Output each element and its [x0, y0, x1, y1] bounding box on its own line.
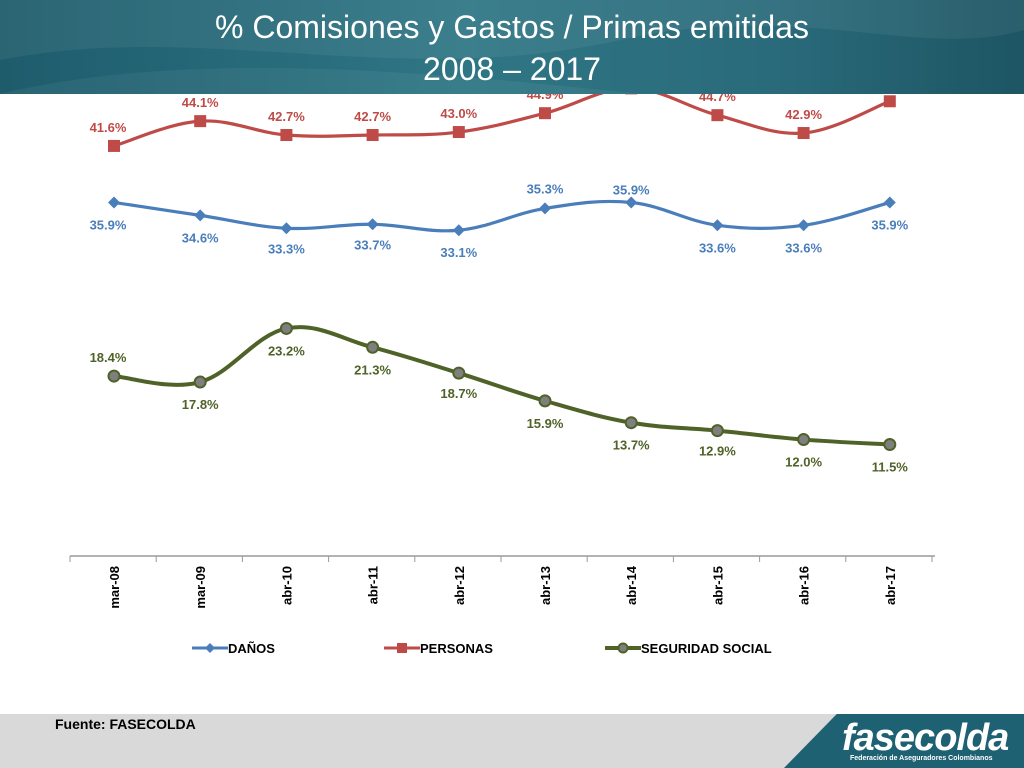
- data-label: 44.7%: [699, 94, 736, 104]
- data-point: [883, 196, 896, 209]
- data-label: 41.6%: [90, 120, 127, 135]
- data-point: [538, 394, 552, 408]
- data-label: 21.3%: [354, 362, 391, 377]
- legend-item-daños: DAÑOS: [192, 641, 275, 656]
- data-point: [711, 219, 724, 232]
- series-line: [112, 94, 892, 148]
- x-tick-label: abr-13: [538, 566, 553, 605]
- data-label: 42.7%: [268, 109, 305, 124]
- data-label: 35.9%: [90, 217, 127, 232]
- data-point: [366, 129, 379, 142]
- data-label: 43.0%: [440, 106, 477, 121]
- legend-label: DAÑOS: [228, 641, 275, 656]
- data-point: [366, 218, 379, 231]
- data-point: [452, 126, 465, 139]
- data-label: 23.2%: [268, 343, 305, 358]
- x-tick-label: abr-15: [710, 566, 725, 605]
- legend-marker: [617, 642, 629, 654]
- data-point: [539, 202, 551, 215]
- data-point: [883, 438, 897, 452]
- data-label: 35.9%: [871, 217, 908, 232]
- data-label: 44.1%: [182, 95, 219, 110]
- x-tick-label: abr-11: [366, 566, 381, 604]
- data-point: [710, 424, 724, 438]
- chart-title-line1: % Comisiones y Gastos / Primas emitidas: [215, 9, 809, 45]
- data-label: 33.7%: [354, 237, 391, 252]
- data-point: [452, 366, 466, 380]
- banner-decoration: [0, 0, 1024, 94]
- data-label: 42.9%: [785, 107, 822, 122]
- data-label: 42.7%: [354, 109, 391, 124]
- x-tick-label: mar-08: [107, 566, 122, 609]
- data-label: 35.3%: [527, 181, 564, 196]
- fasecolda-logo: fasecolda Federación de Aseguradores Col…: [784, 714, 1024, 768]
- data-label: 33.6%: [785, 240, 822, 255]
- data-point: [108, 196, 120, 209]
- data-point: [539, 107, 551, 120]
- data-label: 35.9%: [613, 182, 650, 197]
- data-label: 13.7%: [613, 438, 650, 453]
- legend-marker: [205, 643, 215, 653]
- data-point: [797, 433, 811, 447]
- data-label: 15.9%: [527, 416, 564, 431]
- data-point: [280, 129, 293, 142]
- legend-label: PERSONAS: [420, 641, 493, 656]
- title-banner: % Comisiones y Gastos / Primas emitidas …: [0, 0, 1024, 94]
- data-label: 12.9%: [699, 444, 736, 459]
- data-point: [193, 375, 207, 389]
- legend-marker: [397, 643, 407, 653]
- data-label: 18.7%: [440, 386, 477, 401]
- logo-subtitle: Federación de Aseguradores Colombianos: [850, 755, 993, 762]
- series-daños: 35.9% 34.6% 33.3% 33.7% 33.1% 35.3% 35.9% 33.6%…: [90, 181, 909, 260]
- x-tick-label: abr-16: [797, 566, 812, 605]
- data-point: [194, 115, 207, 128]
- data-point: [883, 95, 896, 108]
- series-line: [112, 199, 892, 233]
- data-point: [711, 109, 724, 122]
- legend-label: SEGURIDAD SOCIAL: [641, 641, 772, 656]
- data-point: [797, 219, 810, 232]
- data-label: 18.4%: [90, 350, 127, 365]
- data-label: 34.6%: [182, 230, 219, 245]
- line-chart: mar-08 mar-09 abr-10 abr-11 abr-12 abr-13 abr-…: [69, 94, 935, 656]
- data-point: [366, 340, 380, 354]
- x-tick-label: mar-09: [193, 566, 208, 609]
- legend-item-seguridad-social: SEGURIDAD SOCIAL: [605, 641, 772, 656]
- data-point: [452, 224, 465, 237]
- data-point: [107, 369, 121, 383]
- data-point: [280, 222, 293, 235]
- logo-wordmark: fasecolda: [842, 717, 1009, 759]
- series-seguridad-social: 18.4% 17.8% 23.2% 21.3% 18.7% 15.9% 13.7% 12.9%…: [90, 321, 909, 475]
- data-point: [625, 196, 638, 209]
- x-tick-label: abr-14: [624, 565, 639, 605]
- data-label: 33.6%: [699, 240, 736, 255]
- data-point: [279, 321, 293, 335]
- data-label: 11.5%: [872, 460, 909, 475]
- data-point: [108, 139, 120, 152]
- legend-item-personas: PERSONAS: [384, 641, 493, 656]
- x-tick-label: abr-17: [883, 566, 898, 605]
- x-tick-label: abr-10: [279, 566, 294, 605]
- series-line: [112, 325, 892, 447]
- x-tick-label: abr-12: [452, 566, 467, 605]
- series-personas: 41.6%44.1%42.7%42.7%43.0%44.9%47.4%44.7%…: [90, 94, 896, 152]
- data-point: [797, 127, 810, 140]
- chart-title-line2: 2008 – 2017: [423, 51, 601, 87]
- data-label: 33.3%: [268, 241, 305, 256]
- data-label: 17.8%: [182, 397, 219, 412]
- data-label: 44.9%: [527, 94, 564, 102]
- data-label: 33.1%: [440, 245, 477, 260]
- source-note: Fuente: FASECOLDA: [55, 716, 196, 732]
- data-point: [194, 209, 207, 222]
- data-label: 12.0%: [785, 455, 822, 470]
- data-point: [624, 416, 638, 430]
